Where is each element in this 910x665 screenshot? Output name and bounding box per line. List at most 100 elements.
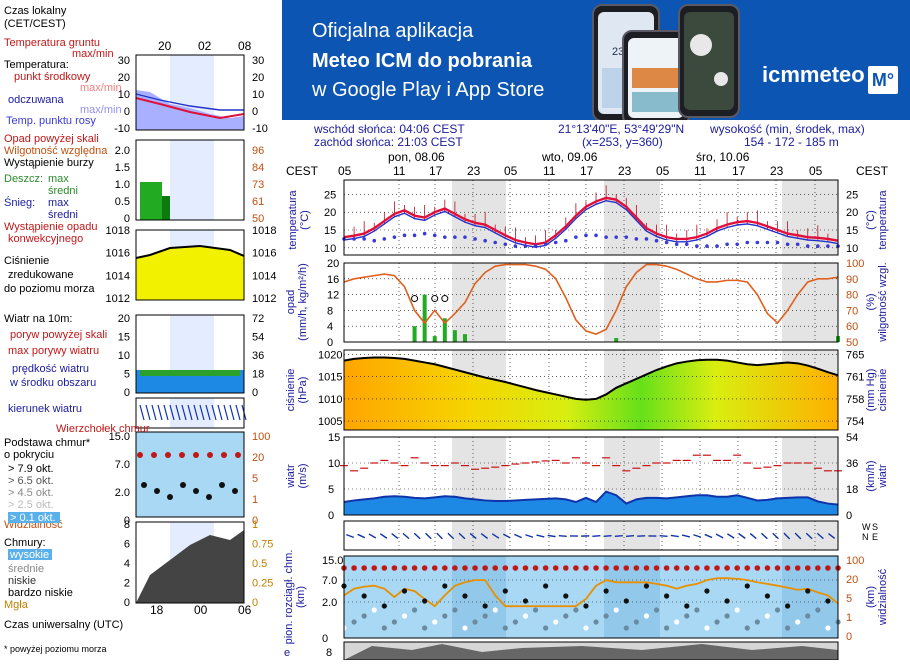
legend-max: max bbox=[48, 173, 69, 185]
humidity-line bbox=[344, 265, 838, 335]
dew-point-dot bbox=[776, 241, 780, 245]
compass-label: N bbox=[862, 532, 869, 542]
wind-dir-arrow bbox=[369, 534, 376, 538]
cloud-base-dot bbox=[614, 607, 619, 612]
cloud-base-dot bbox=[654, 607, 659, 612]
legend-tick-right: 96 bbox=[252, 145, 264, 157]
visibility-tick: 20 bbox=[846, 574, 858, 586]
legend-tick-left: 20 bbox=[118, 72, 130, 84]
cloud-top-dot bbox=[704, 565, 710, 571]
legend-high: wysokie bbox=[9, 549, 49, 561]
legend-tick-right: 73 bbox=[252, 179, 264, 191]
legend-tick-left: 6 bbox=[124, 539, 130, 551]
legend-tick-right: 84 bbox=[252, 162, 264, 174]
cloud-base-dot bbox=[553, 619, 558, 624]
legend-night-band bbox=[170, 398, 214, 428]
humidity-tick: 80 bbox=[846, 290, 858, 302]
cloud-base-dot bbox=[714, 619, 719, 624]
legend-tick-left: 0 bbox=[124, 106, 130, 118]
cloud-base-dot bbox=[704, 625, 709, 630]
cloud-top-dot bbox=[613, 565, 619, 571]
dew-point-dot bbox=[574, 235, 578, 239]
hour-label: 05 bbox=[656, 164, 670, 178]
cloud-top-dot bbox=[755, 565, 761, 571]
cloud-top-dot bbox=[371, 565, 377, 571]
legend-dew-point: Temp. punktu rosy bbox=[6, 115, 96, 127]
dew-point-dot bbox=[645, 237, 649, 241]
cloud-top-dot bbox=[664, 565, 670, 571]
cloud-axis-title: pion. rozciągł. chm. bbox=[283, 550, 295, 645]
cloud-base-dot-dense bbox=[664, 593, 669, 598]
cloud-base-dot bbox=[825, 625, 830, 630]
wind-dir-arrow bbox=[671, 535, 679, 536]
legend-tick-left: 0 bbox=[124, 213, 130, 225]
legend-cloud-dot bbox=[219, 482, 225, 488]
cloud-base-dot bbox=[795, 619, 800, 624]
legend-night-band bbox=[170, 140, 214, 220]
cloud-base-dot bbox=[392, 619, 397, 624]
cloud-base-dot-dense bbox=[503, 588, 508, 593]
precip-tick: 0 bbox=[327, 337, 333, 349]
precip-axis-title: opad bbox=[285, 290, 297, 314]
dew-point-dot bbox=[463, 235, 467, 239]
storm-marker bbox=[432, 296, 438, 302]
temp-tick-right: 15 bbox=[846, 225, 858, 237]
legend-tick-right: 0 bbox=[252, 387, 258, 399]
legend-wind-arrow bbox=[158, 405, 162, 420]
legend-tick-left: 2 bbox=[124, 578, 130, 590]
cloud-base-dot-dense bbox=[442, 583, 447, 588]
legend-tick-left: 2.0 bbox=[115, 487, 130, 499]
visibility-axis-unit: (km) bbox=[865, 586, 877, 608]
legend-wind-arrow bbox=[236, 405, 240, 420]
storm-marker bbox=[412, 296, 418, 302]
compass-label: E bbox=[872, 532, 878, 542]
dew-point-dot bbox=[766, 241, 770, 245]
wind-tick: 15 bbox=[328, 432, 340, 444]
legend-wind-arrow bbox=[224, 405, 228, 420]
legend-snow: Śnieg: bbox=[4, 196, 35, 209]
legend-tick-left: 10 bbox=[118, 89, 130, 101]
wind-kmh-tick: 36 bbox=[846, 458, 858, 470]
cloud-base-dot bbox=[593, 619, 598, 624]
wind-dir-arrow bbox=[773, 533, 779, 539]
cloud-base-dot bbox=[815, 607, 820, 612]
cloud-top-dot bbox=[674, 565, 680, 571]
legend-felt: odczuwana bbox=[8, 94, 65, 106]
cloud-base-dot bbox=[533, 607, 538, 612]
cloud-top-dot bbox=[553, 565, 559, 571]
legend-tick-left: 0 bbox=[124, 387, 130, 399]
temp-tick: 10 bbox=[324, 243, 336, 255]
dew-point-dot bbox=[423, 232, 427, 236]
legend-precip-above: Opad powyżej skali bbox=[4, 133, 99, 145]
info-bar: wschód słońca: 04:06 CEST zachód słońca:… bbox=[282, 120, 910, 150]
cloud-base-dot-dense bbox=[563, 593, 568, 598]
legend-tick-right: 30 bbox=[252, 55, 264, 67]
wind-tick: 5 bbox=[328, 484, 334, 496]
dew-point-dot bbox=[614, 235, 618, 239]
cloud-base-dot bbox=[362, 613, 367, 618]
dew-point-dot bbox=[685, 242, 689, 246]
legend-cloud-dot bbox=[180, 482, 186, 488]
wind-dir-arrow bbox=[705, 534, 712, 537]
dew-point-dot bbox=[493, 241, 497, 245]
cloud-base-dot bbox=[462, 625, 467, 630]
precip-tick: 20 bbox=[327, 258, 339, 270]
cloud-top-dot bbox=[422, 565, 428, 571]
dew-point-dot bbox=[594, 234, 598, 238]
dew-point-dot bbox=[786, 242, 790, 246]
legend-tick-right: 1016 bbox=[252, 248, 276, 260]
wind-dir-arrow bbox=[716, 534, 723, 538]
visibility-tick: 0 bbox=[846, 631, 852, 643]
wind-dir-arrow bbox=[761, 533, 767, 538]
legend-tick-left: 2.0 bbox=[115, 145, 130, 157]
cloud-top-dot bbox=[533, 565, 539, 571]
wind-tick: 0 bbox=[328, 510, 334, 522]
cloud-base-dot-dense bbox=[684, 603, 689, 608]
legend-tick-right: 20 bbox=[252, 72, 264, 84]
app-banner[interactable]: Oficjalna aplikacja Meteo ICM do pobrani… bbox=[282, 0, 910, 120]
cloud-base-dot bbox=[543, 625, 548, 630]
cloud-top-dot bbox=[744, 565, 750, 571]
temp-tick-right: 10 bbox=[846, 243, 858, 255]
night-band bbox=[452, 521, 506, 550]
pressure-mm-tick: 754 bbox=[846, 416, 864, 428]
